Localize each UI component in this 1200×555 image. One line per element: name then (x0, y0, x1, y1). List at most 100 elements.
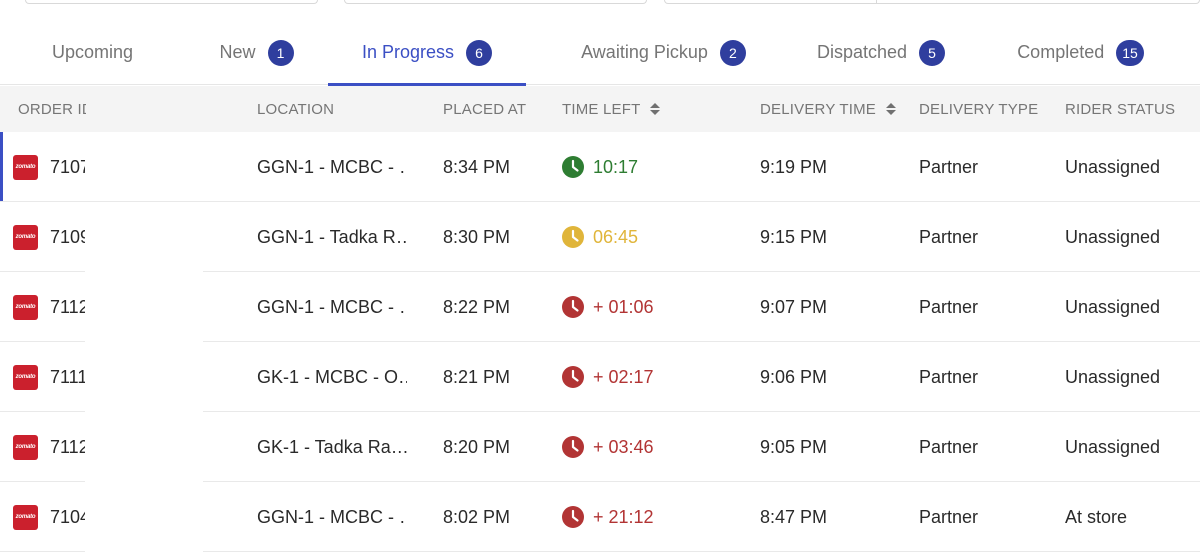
order-id: 7112 (50, 436, 85, 457)
delivery-type-cell: Partner (919, 366, 979, 387)
delivery-type-cell: Partner (919, 156, 979, 177)
location-cell: GGN-1 - MCBC - … (257, 156, 407, 177)
count-badge: 1 (267, 39, 294, 66)
zomato-logo-icon: zomato (13, 364, 38, 390)
placed-at-cell: 8:34 PM (443, 156, 511, 177)
table-row[interactable]: zomato 7107 GGN-1 - MCBC - … 8:34 PM 10:… (0, 132, 1200, 202)
tab-dispatched[interactable]: Dispatched 5 (801, 20, 961, 85)
tab-label: In Progress (361, 42, 455, 62)
rider-status-cell: At store (1065, 506, 1128, 527)
time-left-cell: + 02:17 (562, 342, 654, 412)
time-left-value: + 21:12 (593, 506, 654, 527)
column-location: LOCATION (257, 100, 335, 118)
column-placed-at: PLACED AT (443, 100, 527, 118)
filter-box-2[interactable] (344, 0, 647, 4)
delivery-type-cell: Partner (919, 506, 979, 527)
count-badge: 6 (466, 39, 493, 66)
tab-upcoming[interactable]: Upcoming (0, 20, 185, 85)
order-id-cell[interactable]: zomato 7107 (13, 132, 85, 202)
tab-label: Completed (1017, 42, 1105, 62)
location-cell: GGN-1 - Tadka R… (257, 226, 407, 247)
location-cell: GK-1 - Tadka Ra… (257, 436, 407, 457)
rider-status-cell: Unassigned (1065, 156, 1161, 177)
time-left-value: 06:45 (593, 226, 639, 247)
count-badge: 5 (919, 39, 946, 66)
table-row[interactable]: zomato 7109 GGN-1 - Tadka R… 8:30 PM 06:… (0, 202, 1200, 272)
column-delivery-type: DELIVERY TYPE (919, 100, 1039, 118)
column-rider-status: RIDER STATUS (1065, 100, 1176, 118)
filter-box-3[interactable] (664, 0, 1200, 4)
clock-icon (562, 366, 584, 388)
delivery-type-cell: Partner (919, 296, 979, 317)
placed-at-cell: 8:02 PM (443, 506, 511, 527)
time-left-value: + 02:17 (593, 366, 654, 387)
filter-divider (876, 0, 877, 4)
tab-completed[interactable]: Completed 15 (994, 20, 1167, 85)
table-row[interactable]: zomato 7112 GK-1 - Tadka Ra… 8:20 PM + 0… (0, 412, 1200, 482)
order-id-cell[interactable]: zomato 7109 (13, 202, 85, 272)
rider-status-cell: Unassigned (1065, 366, 1161, 387)
sort-icon[interactable] (650, 103, 661, 115)
delivery-time-cell: 9:05 PM (760, 436, 828, 457)
zomato-logo-icon: zomato (13, 154, 38, 180)
tab-new[interactable]: New 1 (185, 20, 328, 85)
table-row[interactable]: zomato 7112 GGN-1 - MCBC - … 8:22 PM + 0… (0, 272, 1200, 342)
order-id-cell[interactable]: zomato 7112 (13, 272, 85, 342)
location-cell: GGN-1 - MCBC - … (257, 506, 407, 527)
time-left-cell: 10:17 (562, 132, 638, 202)
clock-icon (562, 226, 584, 248)
order-id-cell[interactable]: zomato 7104 (13, 482, 85, 552)
zomato-logo-icon: zomato (13, 224, 38, 250)
zomato-logo-icon: zomato (13, 504, 38, 530)
column-time-left[interactable]: TIME LEFT (562, 86, 661, 132)
placed-at-cell: 8:30 PM (443, 226, 511, 247)
table-header: ORDER ID LOCATION PLACED AT TIME LEFT DE… (0, 86, 1200, 132)
placed-at-cell: 8:21 PM (443, 366, 511, 387)
clock-icon (562, 436, 584, 458)
clock-icon (562, 506, 584, 528)
tab-label: Upcoming (51, 42, 134, 62)
time-left-cell: + 21:12 (562, 482, 654, 552)
tab-in-progress[interactable]: In Progress 6 (328, 20, 526, 86)
time-left-value: 10:17 (593, 156, 639, 177)
delivery-time-cell: 9:19 PM (760, 156, 828, 177)
order-id-cell[interactable]: zomato 7111 (13, 342, 85, 412)
filter-box-1[interactable] (25, 0, 318, 4)
delivery-time-cell: 9:06 PM (760, 366, 828, 387)
table-row[interactable]: zomato 7111 GK-1 - MCBC - O… 8:21 PM + 0… (0, 342, 1200, 412)
clock-icon (562, 296, 584, 318)
sort-icon[interactable] (885, 103, 896, 115)
clock-icon (562, 156, 584, 178)
column-delivery-time[interactable]: DELIVERY TIME (760, 86, 896, 132)
time-left-cell: + 01:06 (562, 272, 654, 342)
status-tabs: Upcoming New 1 In Progress 6 Awaiting Pi… (0, 20, 1200, 86)
delivery-type-cell: Partner (919, 436, 979, 457)
rider-status-cell: Unassigned (1065, 436, 1161, 457)
tab-awaiting-pickup[interactable]: Awaiting Pickup 2 (526, 20, 801, 85)
rider-status-cell: Unassigned (1065, 296, 1161, 317)
order-id-cell[interactable]: zomato 7112 (13, 412, 85, 482)
zomato-logo-icon: zomato (13, 294, 38, 320)
delivery-time-cell: 9:15 PM (760, 226, 828, 247)
delivery-type-cell: Partner (919, 226, 979, 247)
tab-label: Dispatched (816, 42, 908, 62)
table-row[interactable]: zomato 7104 GGN-1 - MCBC - … 8:02 PM + 2… (0, 482, 1200, 552)
tab-label: New (219, 42, 256, 62)
delivery-time-cell: 9:07 PM (760, 296, 828, 317)
order-id: 7107 (50, 156, 85, 177)
column-order-id: ORDER ID (18, 100, 86, 118)
row-overlay (85, 342, 203, 412)
order-id: 7109 (50, 226, 85, 247)
order-id: 7111 (50, 366, 85, 387)
time-left-value: + 01:06 (593, 296, 654, 317)
time-left-cell: 06:45 (562, 202, 638, 272)
delivery-time-cell: 8:47 PM (760, 506, 828, 527)
rider-status-cell: Unassigned (1065, 226, 1161, 247)
tab-label: Awaiting Pickup (581, 42, 708, 62)
placed-at-cell: 8:22 PM (443, 296, 511, 317)
time-left-value: + 03:46 (593, 436, 654, 457)
row-overlay (85, 412, 203, 482)
row-overlay (85, 202, 203, 272)
row-overlay (85, 272, 203, 342)
location-cell: GGN-1 - MCBC - … (257, 296, 407, 317)
